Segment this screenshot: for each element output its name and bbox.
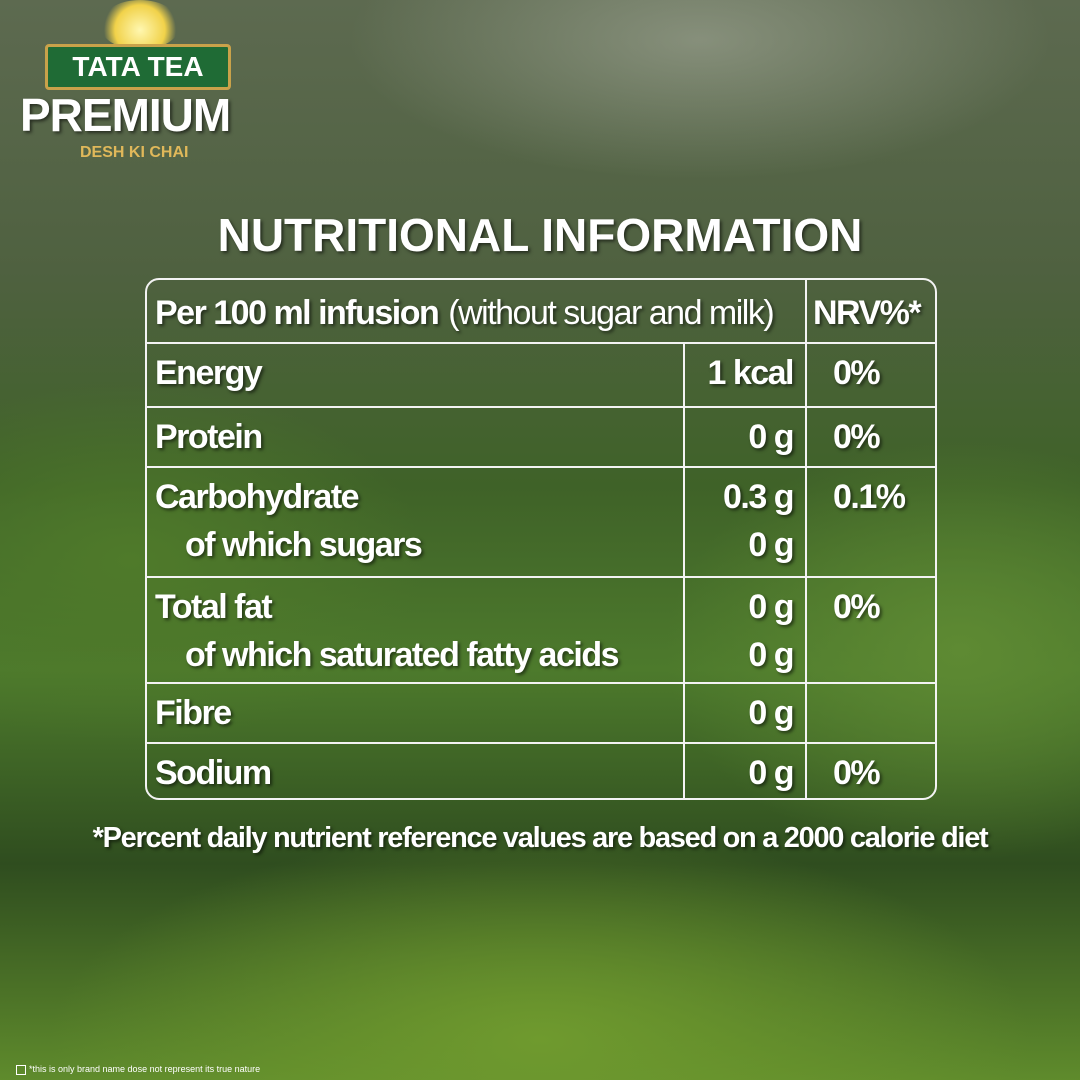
sub-amount: 0 g: [748, 526, 794, 564]
icon: [16, 1064, 26, 1075]
sub-nutrient: of which saturated fatty acids: [185, 636, 620, 674]
row-divider: [147, 576, 935, 578]
column-divider: [805, 408, 807, 468]
amount: 0 g: [748, 588, 794, 626]
disclaimer-text: *this is only brand name dose not repres…: [29, 1064, 261, 1074]
nutrient: Energy: [155, 354, 263, 392]
nrv: 0%: [833, 354, 881, 392]
sub-nutrient: of which sugars: [185, 526, 423, 564]
sub-amount: 0 g: [748, 636, 794, 674]
amount: 0 g: [748, 418, 794, 456]
footnote: *Percent daily nutrient reference values…: [92, 822, 989, 854]
column-divider: [805, 344, 807, 408]
nutrient: Protein: [155, 418, 263, 456]
column-divider: [805, 744, 807, 800]
column-divider: [805, 578, 807, 684]
nutrition-table: Per 100 ml infusion (without sugar and mi…: [145, 278, 937, 800]
nrv: 0.1%: [833, 478, 906, 516]
nutrient: Fibre: [155, 694, 232, 732]
header-basis: Per 100 ml infusion (without sugar and mi…: [155, 294, 775, 333]
column-divider: [805, 280, 807, 344]
nutrient: Sodium: [155, 754, 272, 792]
amount: 0 g: [748, 694, 794, 732]
disclaimer: *this is only brand name dose not repres…: [16, 1064, 260, 1075]
amount: 0 g: [748, 754, 794, 792]
column-divider: [683, 408, 685, 468]
header-nrv: NRV%*: [813, 294, 922, 332]
nrv: 0%: [833, 754, 881, 792]
nutrient: Total fat: [155, 588, 273, 626]
header-basis-text: Per 100 ml infusion: [155, 294, 440, 332]
product-name: PREMIUM: [20, 89, 231, 141]
column-divider: [805, 684, 807, 744]
row-divider: [147, 682, 935, 684]
nutrient: Carbohydrate: [155, 478, 360, 516]
row-divider: [147, 406, 935, 408]
title: NUTRITIONAL INFORMATION: [217, 209, 863, 261]
row-divider: [147, 466, 935, 468]
logo-sun: [100, 0, 180, 50]
amount: 1 kcal: [707, 354, 794, 392]
brand-name: TATA TEA: [45, 44, 231, 90]
column-divider: [683, 344, 685, 408]
row-divider: [147, 342, 935, 344]
nrv: 0%: [833, 588, 881, 626]
column-divider: [683, 744, 685, 800]
row-divider: [147, 742, 935, 744]
tagline: DESH KI CHAI: [80, 144, 189, 161]
column-divider: [683, 578, 685, 684]
column-divider: [805, 468, 807, 578]
nrv: 0%: [833, 418, 881, 456]
column-divider: [683, 468, 685, 578]
header-note: (without sugar and milk): [448, 294, 774, 332]
amount: 0.3 g: [723, 478, 794, 516]
column-divider: [683, 684, 685, 744]
